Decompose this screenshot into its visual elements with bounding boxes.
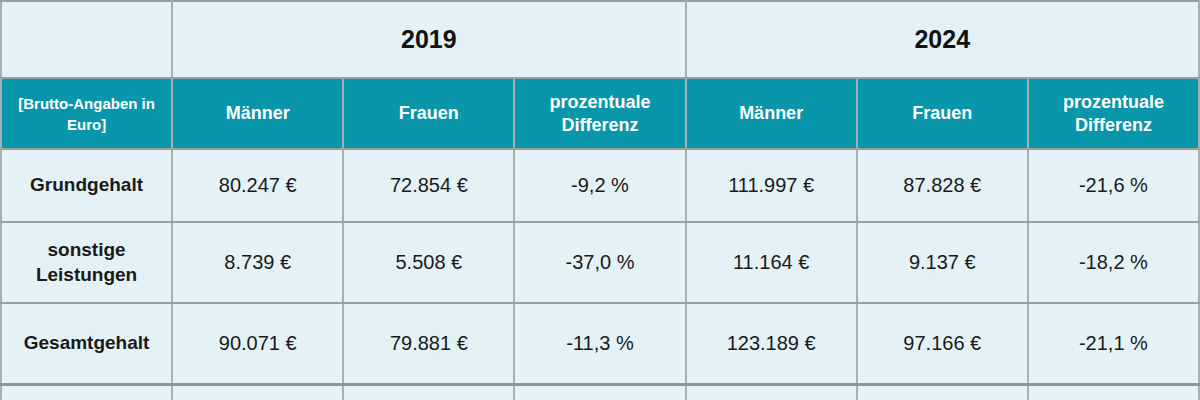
col-header-maenner-2024: Männer [686,78,857,149]
year-header-row: 2019 2024 [1,1,1199,78]
salary-comparison-table: 2019 2024 [Brutto-Angaben in Euro] Männe… [0,0,1200,400]
row-label-gesamtgehalt: Gesamtgehalt [1,303,172,384]
cell-grundgehalt-differenz-2024: -21,6 % [1028,149,1199,222]
cell-sonstige-differenz-2024: -18,2 % [1028,222,1199,303]
col-header-frauen-2024: Frauen [857,78,1028,149]
column-header-row: [Brutto-Angaben in Euro] Männer Frauen p… [1,78,1199,149]
col-header-frauen-2019: Frauen [343,78,514,149]
cell-gesamtgehalt-differenz-2019: -11,3 % [514,303,685,384]
year-header-2024: 2024 [686,1,1199,78]
table-row-grundgehalt: Grundgehalt 80.247 € 72.854 € -9,2 % 111… [1,149,1199,222]
cell-sonstige-maenner-2019: 8.739 € [172,222,343,303]
cell-sonstige-frauen-2019: 5.508 € [343,222,514,303]
cell-gesamtgehalt-frauen-2024: 97.166 € [857,303,1028,384]
cell-grundgehalt-maenner-2019: 80.247 € [172,149,343,222]
cell-sonstige-maenner-2024: 11.164 € [686,222,857,303]
corner-blank-cell [1,1,172,78]
cell-gesamtgehalt-differenz-2024: -21,1 % [1028,303,1199,384]
salary-comparison-figure: 2019 2024 [Brutto-Angaben in Euro] Männe… [0,0,1200,400]
cell-gesamtgehalt-maenner-2024: 123.189 € [686,303,857,384]
cell-gesamtgehalt-maenner-2019: 90.071 € [172,303,343,384]
year-header-2019: 2019 [172,1,685,78]
col-header-differenz-2019: prozentuale Differenz [514,78,685,149]
unit-note-cell: [Brutto-Angaben in Euro] [1,78,172,149]
cell-grundgehalt-frauen-2019: 72.854 € [343,149,514,222]
cut-off-row [1,384,1199,400]
cell-grundgehalt-differenz-2019: -9,2 % [514,149,685,222]
cell-grundgehalt-maenner-2024: 111.997 € [686,149,857,222]
cell-sonstige-frauen-2024: 9.137 € [857,222,1028,303]
table-row-gesamtgehalt: Gesamtgehalt 90.071 € 79.881 € -11,3 % 1… [1,303,1199,384]
col-header-maenner-2019: Männer [172,78,343,149]
row-label-grundgehalt: Grundgehalt [1,149,172,222]
cell-grundgehalt-frauen-2024: 87.828 € [857,149,1028,222]
cell-gesamtgehalt-frauen-2019: 79.881 € [343,303,514,384]
row-label-sonstige-leistungen: sonstige Leistungen [1,222,172,303]
cell-sonstige-differenz-2019: -37,0 % [514,222,685,303]
col-header-differenz-2024: prozentuale Differenz [1028,78,1199,149]
table-row-sonstige-leistungen: sonstige Leistungen 8.739 € 5.508 € -37,… [1,222,1199,303]
